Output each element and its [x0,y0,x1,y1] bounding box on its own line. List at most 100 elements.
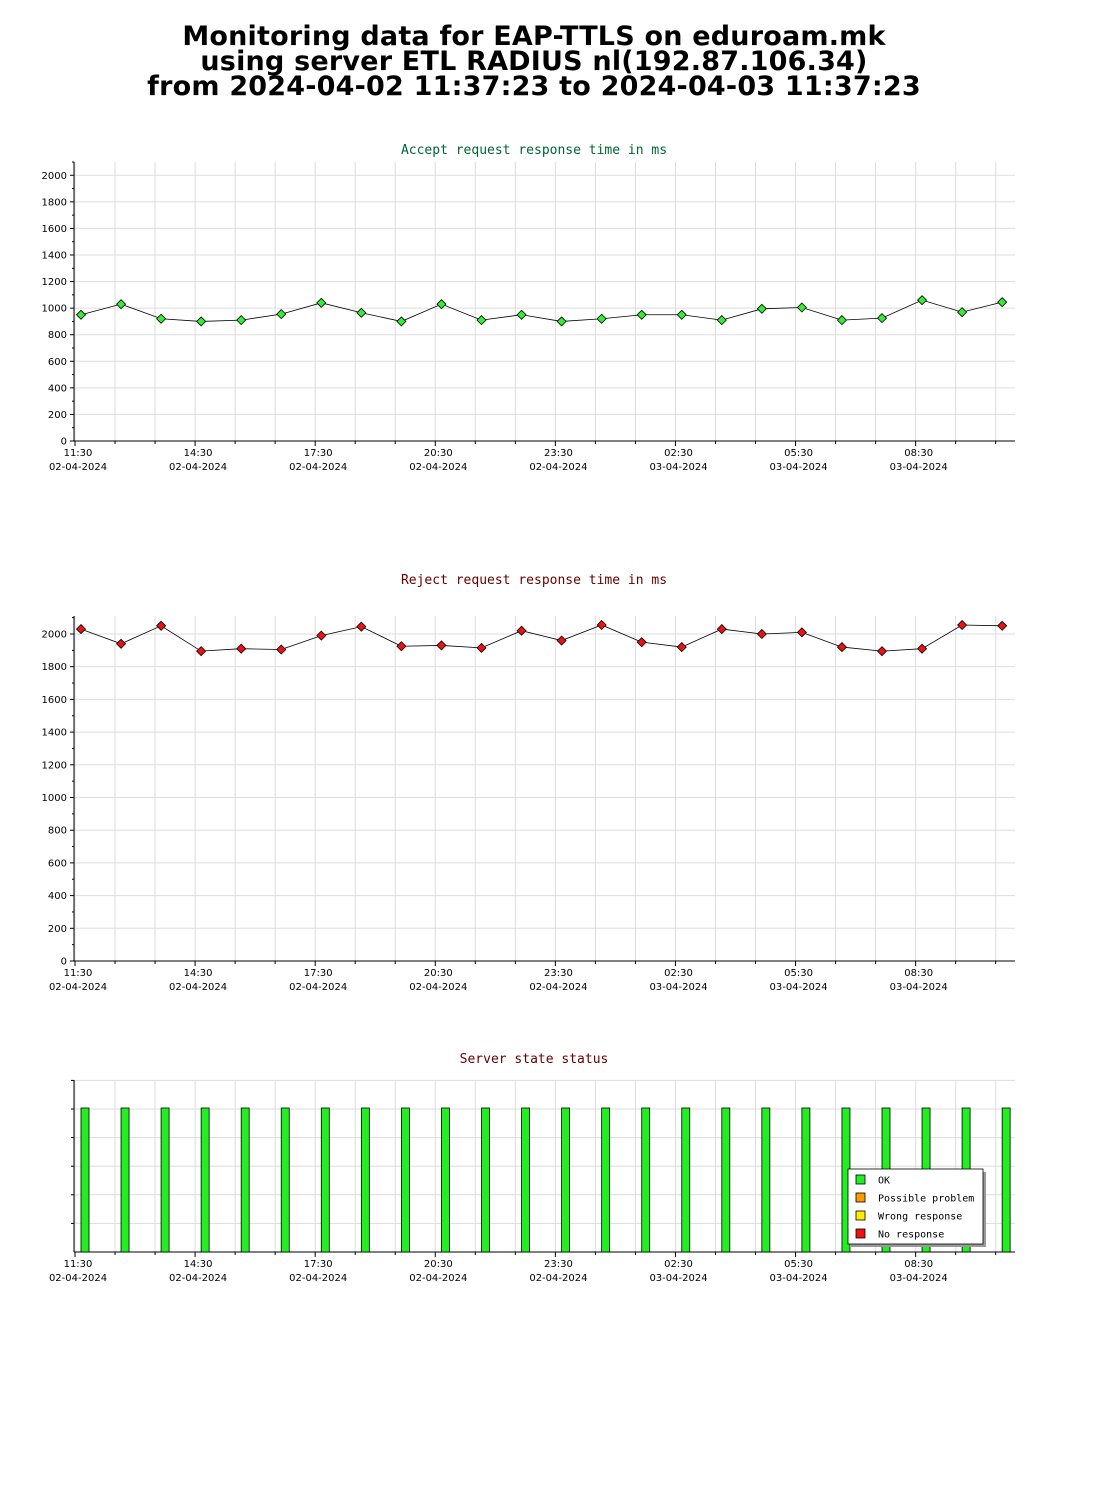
accept-data-point [196,316,207,327]
reject-y-tick-label: 600 [48,858,67,869]
legend-label: No response [878,1230,944,1241]
accept-y-tick-label: 0 [61,437,67,448]
accept-x-tick-date: 03-04-2024 [770,462,828,470]
legend-swatch [855,1228,866,1239]
status-x-tick-time: 17:30 [304,1259,333,1270]
accept-x-tick-time: 08:30 [904,448,933,459]
status-bar [200,1107,210,1253]
reject-x-tick-date: 03-04-2024 [770,982,828,993]
status-bar [721,1107,731,1253]
accept-data-point [396,316,407,327]
status-bar [601,1107,611,1253]
status-bar [1001,1107,1011,1253]
reject-data-point [75,624,87,635]
reject-data-point [957,619,968,631]
reject-y-tick-label: 200 [48,924,67,935]
page-title: Monitoring data for EAP-TTLS on eduroam.… [0,21,1068,102]
reject-response-chart: Reject request response time in ms 0 200 40… [42,573,1015,993]
reject-y-tick-label: 0 [61,957,67,968]
status-x-tick-date: 02-04-2024 [289,1273,347,1284]
status-bar [681,1107,691,1253]
reject-x-tick-time: 05:30 [784,968,813,979]
reject-series-line [80,624,1003,652]
status-bar [441,1107,450,1253]
accept-data-point [356,307,367,318]
reject-data-point [596,619,607,631]
status-x-tick-date: 02-04-2024 [529,1273,587,1284]
accept-data-point [115,299,127,310]
reject-data-point [476,642,487,653]
status-x-tick-time: 14:30 [184,1259,213,1270]
reject-data-point [716,624,727,635]
accept-data-point [876,313,888,324]
accept-data-point [156,313,167,324]
accept-y-tick-label: 800 [48,330,67,341]
status-x-tick-date: 03-04-2024 [770,1273,828,1284]
accept-data-point [236,315,247,326]
title-line-1: Monitoring data for EAP-TTLS on eduroam.… [182,21,886,52]
accept-x-tick-date: 02-04-2024 [409,462,467,470]
status-bar [481,1107,490,1253]
accept-chart-title: Accept request response time in ms [401,143,667,158]
reject-data-point [156,620,167,631]
status-bar [801,1107,811,1253]
reject-data-point [556,635,567,646]
status-x-tick-time: 23:30 [544,1259,573,1270]
status-bar [80,1107,90,1253]
accept-x-tick-time: 14:30 [184,448,213,459]
legend-label: Wrong response [878,1212,962,1223]
status-x-tick-date: 02-04-2024 [409,1273,467,1284]
accept-data-point [276,309,287,320]
reject-x-tick-time: 08:30 [904,968,933,979]
accept-data-point [756,303,767,314]
status-bar [240,1107,250,1253]
legend-swatch [855,1174,866,1185]
status-bar [320,1107,330,1253]
accept-y-tick-label: 1200 [42,277,67,288]
accept-y-tick-label: 1400 [42,251,67,262]
status-x-tick-date: 03-04-2024 [890,1273,948,1284]
accept-data-point [476,315,487,326]
accept-y-tick-label: 600 [48,357,67,368]
reject-y-tick-label: 1400 [42,728,67,739]
reject-y-tick-label: 2000 [42,629,67,640]
title-line-3: from 2024-04-02 11:37:23 to 2024-04-03 1… [147,71,921,102]
accept-y-tick-label: 2000 [42,171,67,182]
accept-x-tick-date: 02-04-2024 [169,462,227,470]
status-bar [561,1107,570,1253]
reject-x-tick-date: 02-04-2024 [529,982,587,993]
reject-x-tick-date: 03-04-2024 [890,982,948,993]
reject-data-point [836,642,848,653]
accept-x-tick-time: 02:30 [664,448,693,459]
reject-data-point [636,637,647,648]
accept-data-point [997,297,1008,308]
server-status-chart: Server state status 11:30 02-04-2024 14:30 0… [49,1052,1015,1284]
reject-x-tick-date: 03-04-2024 [649,982,707,993]
accept-data-point [596,313,607,324]
reject-x-tick-date: 02-04-2024 [409,982,467,993]
accept-data-point [556,316,567,327]
legend-label: OK [878,1176,890,1187]
reject-x-tick-time: 02:30 [664,968,693,979]
status-x-tick-time: 11:30 [64,1259,93,1270]
reject-data-point [916,643,928,654]
reject-x-tick-date: 02-04-2024 [289,982,347,993]
status-x-tick-date: 03-04-2024 [649,1273,707,1284]
reject-data-point [356,621,367,632]
status-bar [641,1107,651,1253]
reject-data-point [756,628,767,640]
status-x-tick-time: 08:30 [904,1259,933,1270]
accept-x-tick-date: 03-04-2024 [649,462,707,470]
reject-y-tick-label: 400 [48,891,67,902]
legend-swatch [855,1210,866,1221]
accept-y-tick-label: 1000 [42,304,67,315]
accept-response-chart: Accept request response time in ms 0 200 40… [42,143,1015,470]
accept-data-point [836,315,848,326]
status-bar [360,1107,370,1253]
accept-data-point [316,297,327,308]
status-bar [761,1107,771,1253]
accept-y-tick-label: 1800 [42,197,67,208]
legend-label: Possible problem [878,1194,974,1205]
reject-y-tick-label: 1800 [42,662,67,673]
status-bar [521,1107,530,1253]
